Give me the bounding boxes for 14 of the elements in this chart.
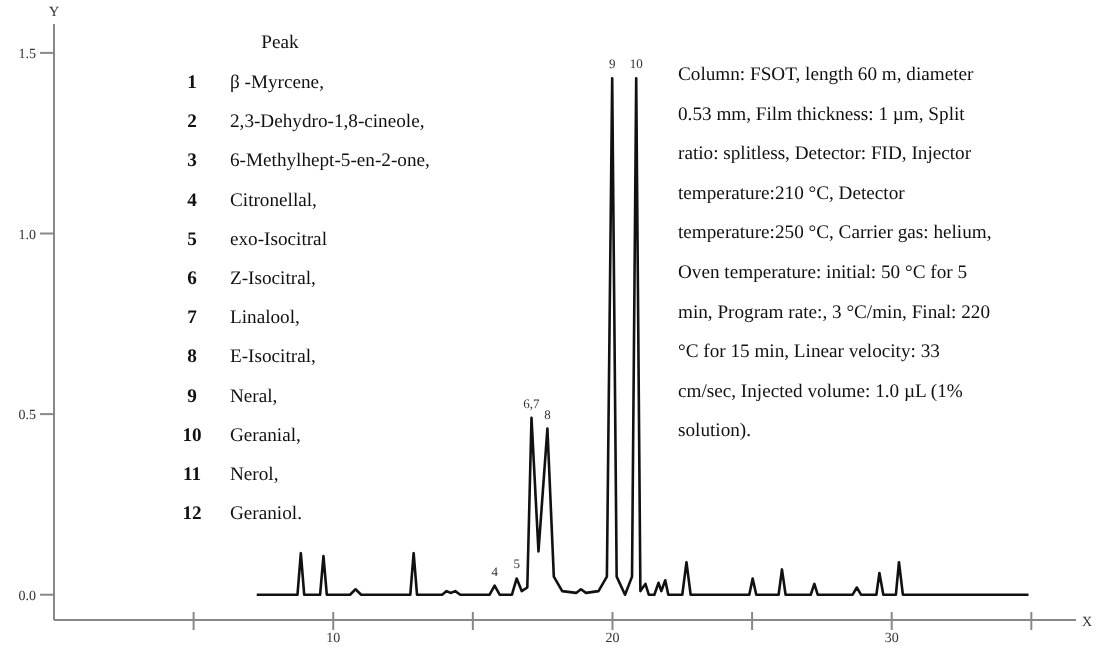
- text: 4 Citronellal,: [187, 189, 317, 212]
- text: 3 6-Methylhept-5-en-2-one,: [187, 150, 430, 173]
- text: 6 Z-Isocitral,: [187, 268, 316, 290]
- text: 5 exo-Isocitral: [187, 228, 327, 251]
- text: 12 Geraniol.: [182, 503, 302, 526]
- text: 1 β -Myrcene,: [187, 72, 324, 94]
- text: 8 E-Isocitral,: [187, 346, 316, 369]
- text: 11 Nerol,: [182, 464, 279, 486]
- text: Column: FSOT, length 60 m, diameter 0.53 mm, Film thickness: 1 µm, Split ratio: splitless, Detector: FID, Injector temperature:210 °C, Detector temperature:250 °C, Carrier gas: helium, Oven temperature: initial: 50 °C for 5 min, Program rate:, 3 °C/min, Final: 220 °C for 15 min, Linear velocity: 33 cm/sec, Injected volume: 1.0 µL (1% solution).: [678, 64, 992, 443]
- text: 9 Neral,: [187, 385, 278, 408]
- annotation: Peak: [261, 32, 300, 54]
- text: 2 2,3-Dehydro-1,8-cineole,: [187, 111, 425, 134]
- text: 10 Geranial,: [182, 424, 301, 447]
- text: 7 Linalool,: [187, 307, 300, 330]
